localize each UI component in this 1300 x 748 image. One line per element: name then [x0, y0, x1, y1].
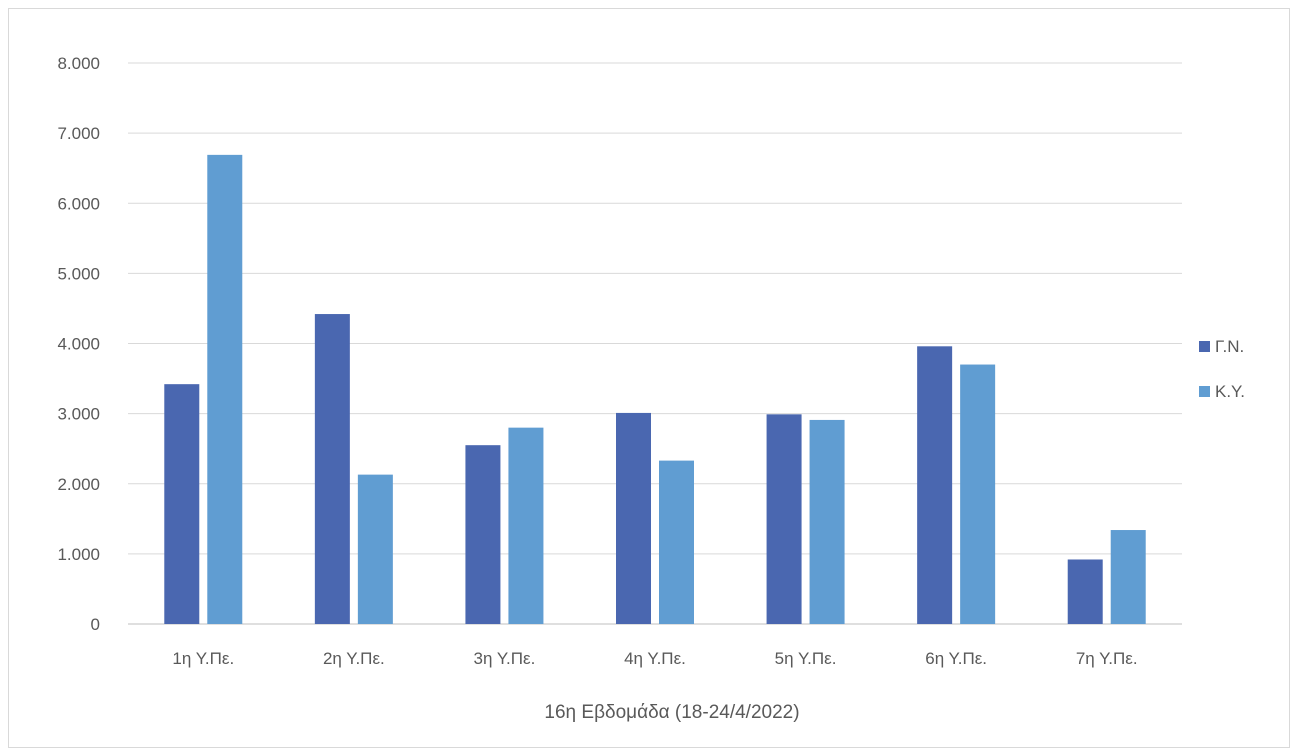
y-tick-label: 7.000 — [57, 124, 100, 143]
gridlines — [128, 62, 1182, 625]
y-tick-label: 6.000 — [57, 194, 100, 213]
bar-chart: 0 1.000 2.000 3.000 4.000 5.000 6.000 7.000 8.00… — [57, 54, 1245, 723]
bar-ky-7 — [1110, 530, 1146, 624]
bars — [164, 154, 1146, 624]
legend-swatch — [1199, 341, 1210, 352]
x-tick-label: 2η Υ.Πε. — [323, 649, 385, 668]
bar-gn-3 — [465, 445, 501, 624]
y-tick-label: 8.000 — [57, 54, 100, 73]
bar-ky-1 — [207, 154, 243, 624]
x-tick-label: 6η Υ.Πε. — [925, 649, 987, 668]
x-tick-label: 1η Υ.Πε. — [172, 649, 234, 668]
x-tick-label: 5η Υ.Πε. — [775, 649, 837, 668]
legend-swatch — [1199, 386, 1210, 397]
legend-label: Κ.Υ. — [1215, 382, 1245, 401]
bar-gn-2 — [314, 314, 350, 624]
bar-ky-5 — [809, 419, 845, 624]
y-tick-label: 0 — [91, 615, 100, 634]
x-axis-ticks: 1η Υ.Πε. 2η Υ.Πε. 3η Υ.Πε. 4η Υ.Πε. 5η Υ.Πε.… — [172, 649, 1137, 668]
bar-gn-1 — [164, 384, 200, 624]
bar-ky-6 — [960, 364, 996, 624]
y-tick-label: 5.000 — [57, 264, 100, 283]
y-tick-label: 4.000 — [57, 335, 100, 354]
bar-gn-5 — [766, 414, 802, 624]
bar-gn-4 — [616, 412, 651, 624]
bar-ky-3 — [508, 427, 544, 624]
legend-label: Γ.Ν. — [1215, 337, 1244, 356]
bar-ky-2 — [357, 474, 393, 624]
x-tick-label: 3η Υ.Πε. — [474, 649, 536, 668]
x-tick-label: 7η Υ.Πε. — [1076, 649, 1138, 668]
bar-ky-4 — [659, 460, 694, 624]
y-tick-label: 3.000 — [57, 405, 100, 424]
y-tick-label: 1.000 — [57, 545, 100, 564]
x-axis-title: 16η Εβδομάδα (18-24/4/2022) — [544, 702, 799, 723]
bar-gn-7 — [1067, 559, 1103, 624]
y-axis-ticks: 0 1.000 2.000 3.000 4.000 5.000 6.000 7.000 8.00… — [57, 54, 100, 634]
x-tick-label: 4η Υ.Πε. — [624, 649, 686, 668]
y-tick-label: 2.000 — [57, 475, 100, 494]
bar-gn-6 — [917, 346, 953, 624]
legend: Γ.Ν. Κ.Υ. — [1199, 337, 1245, 401]
